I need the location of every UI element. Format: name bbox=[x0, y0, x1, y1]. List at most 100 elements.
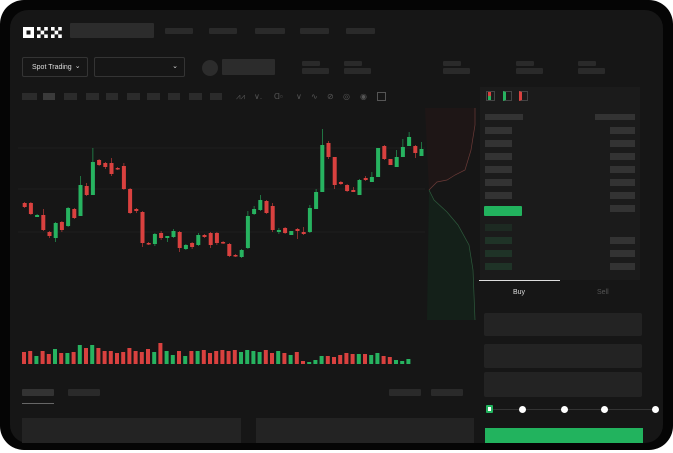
bid-price[interactable] bbox=[485, 224, 512, 231]
candle-body bbox=[177, 232, 182, 248]
pair-dropdown[interactable]: ⌄ bbox=[94, 57, 185, 77]
volume-bar bbox=[22, 352, 26, 364]
slider-mark-100[interactable] bbox=[652, 406, 659, 413]
order-book-both-icon[interactable] bbox=[486, 91, 495, 101]
timeframe-button[interactable] bbox=[86, 93, 99, 100]
interval-icon[interactable]: ∨. bbox=[254, 92, 263, 101]
candle bbox=[202, 234, 207, 238]
spot-trading-dropdown[interactable]: Spot Trading ⌄ bbox=[22, 57, 88, 77]
order-book-bids-icon[interactable] bbox=[503, 91, 512, 101]
pen-icon[interactable]: ⊘ bbox=[327, 92, 334, 101]
stat-value bbox=[302, 68, 329, 74]
ask-price[interactable] bbox=[485, 192, 512, 199]
candle bbox=[28, 202, 33, 215]
filter-button[interactable] bbox=[389, 389, 421, 396]
nav-item[interactable] bbox=[209, 28, 237, 34]
order-book-asks-icon[interactable] bbox=[519, 91, 528, 101]
ask-amount bbox=[610, 127, 635, 134]
settings-icon[interactable]: ◉ bbox=[360, 92, 367, 101]
timeframe-button[interactable] bbox=[189, 93, 202, 100]
candle-body bbox=[208, 233, 213, 245]
fullscreen-icon[interactable] bbox=[377, 92, 386, 101]
timeframe-button[interactable] bbox=[64, 93, 77, 100]
stat-value bbox=[516, 68, 543, 74]
nav-item[interactable] bbox=[165, 28, 193, 34]
line-tool-icon[interactable]: ∿ bbox=[311, 92, 318, 101]
candle bbox=[221, 241, 226, 244]
filter-button[interactable] bbox=[431, 389, 463, 396]
candle-body bbox=[239, 250, 244, 257]
candle bbox=[35, 214, 40, 217]
candle-body bbox=[270, 206, 275, 230]
timeframe-button[interactable] bbox=[106, 93, 118, 100]
candle-body bbox=[400, 147, 405, 157]
candle bbox=[47, 231, 52, 238]
slider-mark-50[interactable] bbox=[561, 406, 568, 413]
indicator-icon[interactable]: ⩘⩘ bbox=[236, 92, 246, 101]
volume-bar bbox=[65, 353, 70, 364]
candle bbox=[413, 145, 418, 158]
ask-price[interactable] bbox=[485, 153, 512, 160]
bid-price[interactable] bbox=[485, 250, 512, 257]
volume-bar bbox=[84, 348, 88, 364]
tab-open-orders[interactable] bbox=[22, 389, 54, 396]
camera-icon[interactable]: ◎ bbox=[343, 92, 350, 101]
ask-price[interactable] bbox=[485, 140, 512, 147]
slider-mark-25[interactable] bbox=[519, 406, 526, 413]
candle-body bbox=[382, 146, 387, 159]
candle-body bbox=[72, 209, 77, 218]
search-bar[interactable] bbox=[70, 23, 154, 38]
slider-track[interactable] bbox=[489, 409, 655, 410]
bid-price[interactable] bbox=[485, 263, 512, 270]
price-input[interactable] bbox=[484, 313, 642, 336]
timeframe-button[interactable] bbox=[22, 93, 37, 100]
volume-bar bbox=[208, 353, 212, 364]
ask-price[interactable] bbox=[485, 127, 512, 134]
volume-bar bbox=[96, 348, 101, 364]
volume-bar bbox=[214, 351, 219, 364]
candle-body bbox=[109, 163, 114, 174]
timeframe-button[interactable] bbox=[147, 93, 160, 100]
nav-item[interactable] bbox=[255, 28, 285, 34]
tab-buy[interactable]: Buy bbox=[513, 289, 526, 296]
candle-body bbox=[159, 233, 164, 238]
tab-sell[interactable]: Sell bbox=[597, 289, 609, 296]
buy-button[interactable] bbox=[485, 428, 643, 443]
volume-bar bbox=[90, 345, 95, 364]
volume-bar bbox=[40, 351, 45, 364]
candle-type-icon[interactable]: Ɑ▫ bbox=[274, 92, 283, 101]
bid-price[interactable] bbox=[485, 237, 512, 244]
tab-order-history[interactable] bbox=[68, 389, 100, 396]
total-input[interactable] bbox=[484, 372, 642, 397]
active-tab-underline bbox=[22, 403, 54, 404]
slider-handle[interactable] bbox=[486, 405, 493, 413]
slider-mark-75[interactable] bbox=[601, 406, 608, 413]
volume-bar bbox=[127, 348, 132, 364]
candle-body bbox=[295, 229, 300, 231]
timeframe-button[interactable] bbox=[210, 93, 222, 100]
chevron-down-icon[interactable]: ∨ bbox=[296, 92, 302, 101]
volume-bar bbox=[71, 352, 76, 364]
volume-bar bbox=[313, 360, 318, 364]
candle bbox=[295, 228, 300, 239]
ask-price[interactable] bbox=[485, 179, 512, 186]
candle bbox=[78, 176, 83, 216]
candle bbox=[363, 176, 368, 181]
ask-price[interactable] bbox=[485, 166, 512, 173]
volume-bar bbox=[115, 353, 119, 364]
timeframe-button[interactable] bbox=[43, 93, 55, 100]
nav-item[interactable] bbox=[300, 28, 329, 34]
candle-body bbox=[214, 233, 219, 243]
volume-bar bbox=[381, 356, 386, 364]
candle-body bbox=[419, 149, 424, 156]
amount-input[interactable] bbox=[484, 344, 642, 368]
candle-body bbox=[28, 203, 33, 214]
timeframe-button[interactable] bbox=[127, 93, 140, 100]
timeframe-button[interactable] bbox=[168, 93, 180, 100]
candle bbox=[345, 184, 350, 192]
nav-item[interactable] bbox=[346, 28, 375, 34]
candle-body bbox=[363, 178, 368, 180]
candle-body bbox=[121, 166, 126, 189]
candle-body bbox=[115, 168, 120, 170]
